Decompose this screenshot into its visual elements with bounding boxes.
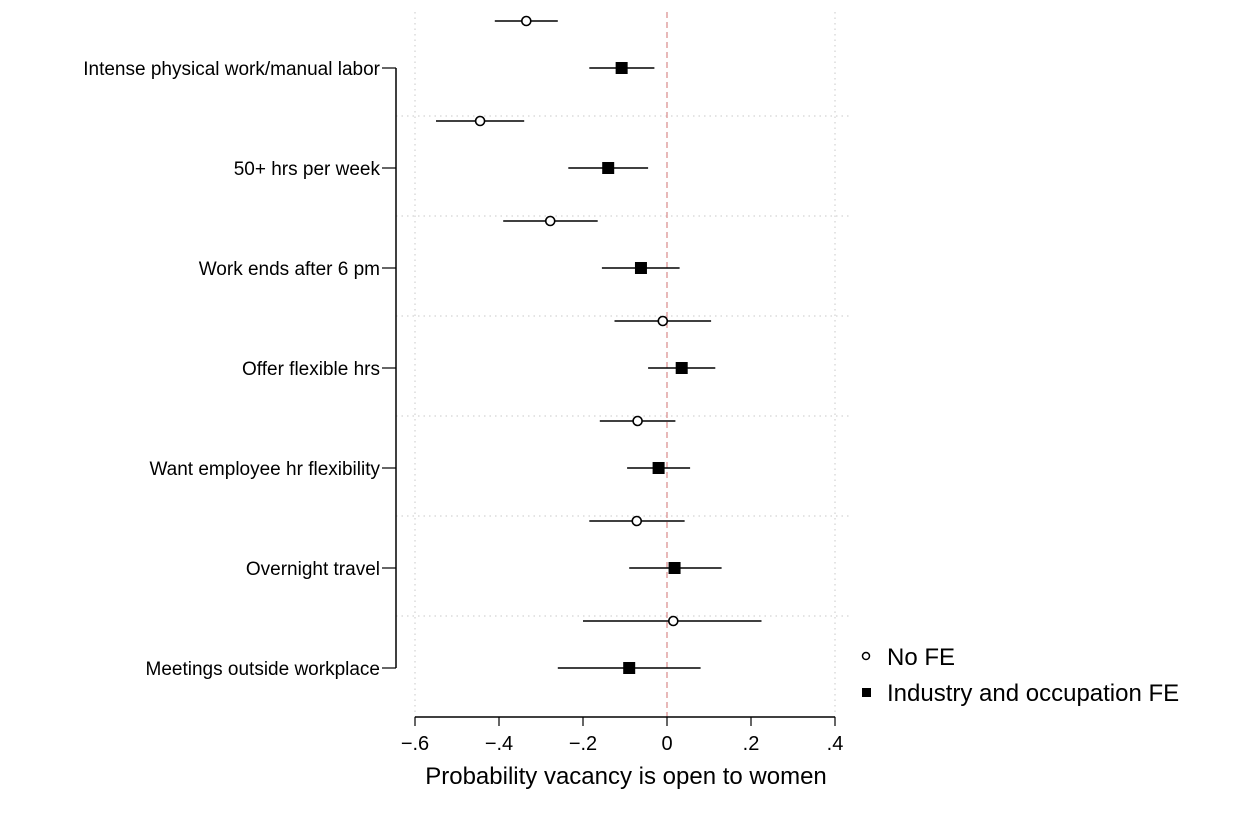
axes bbox=[382, 67, 835, 718]
x-tick-label: −.2 bbox=[569, 733, 597, 755]
legend: No FE Industry and occupation FE bbox=[861, 644, 1179, 707]
x-tick-label: 0 bbox=[661, 733, 672, 755]
point-no-fe bbox=[631, 515, 643, 527]
x-tick-label: −.6 bbox=[401, 733, 429, 755]
category-label: Meetings outside workplace bbox=[146, 659, 380, 680]
legend-label-industry-fe: Industry and occupation FE bbox=[887, 680, 1179, 707]
category-label: Work ends after 6 pm bbox=[199, 259, 380, 280]
point-no-fe bbox=[474, 115, 486, 127]
point-industry-fe bbox=[602, 162, 615, 174]
x-tick-label: .2 bbox=[743, 733, 760, 755]
legend-marker-industry-fe bbox=[862, 688, 871, 697]
point-industry-fe bbox=[675, 362, 688, 374]
category-labels: Intense physical work/manual labor 50+ hr… bbox=[83, 59, 380, 680]
point-industry-fe bbox=[652, 462, 665, 474]
x-tick-label: .4 bbox=[827, 733, 844, 755]
category-label: Intense physical work/manual labor bbox=[83, 59, 380, 80]
point-no-fe bbox=[544, 215, 556, 227]
point-industry-fe bbox=[623, 662, 636, 674]
point-industry-fe bbox=[634, 262, 647, 274]
point-no-fe bbox=[632, 415, 643, 427]
category-label: Overnight travel bbox=[246, 559, 380, 580]
legend-label-no-fe: No FE bbox=[887, 644, 955, 671]
legend-marker-no-fe bbox=[861, 651, 871, 661]
confidence-intervals bbox=[436, 20, 762, 669]
grid-lines bbox=[396, 12, 852, 717]
category-label: Offer flexible hrs bbox=[242, 359, 380, 380]
point-estimates bbox=[474, 15, 688, 674]
category-label: Want employee hr flexibility bbox=[149, 459, 380, 480]
category-label: 50+ hrs per week bbox=[234, 159, 381, 180]
x-tick-label: −.4 bbox=[485, 733, 513, 755]
point-no-fe bbox=[657, 315, 669, 327]
x-axis-title: Probability vacancy is open to women bbox=[425, 763, 827, 790]
point-industry-fe bbox=[615, 62, 628, 74]
x-ticks: −.6 −.4 −.2 0 .2 .4 bbox=[401, 717, 844, 755]
point-no-fe bbox=[520, 15, 532, 27]
point-no-fe bbox=[667, 615, 679, 627]
point-industry-fe bbox=[668, 562, 681, 574]
